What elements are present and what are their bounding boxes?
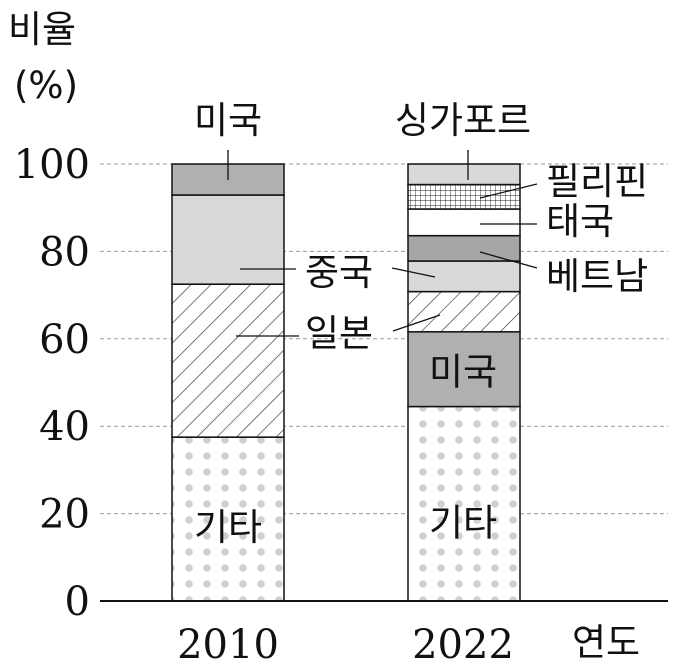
bar-segment — [407, 183, 521, 210]
bar-segment-label: 미국 — [429, 351, 497, 394]
bar-segment — [407, 163, 521, 186]
y-tick-label: 0 — [65, 579, 90, 625]
bar-segment-label: 기타 — [194, 506, 262, 549]
x-tick-2010: 2010 — [177, 622, 279, 668]
leader-line — [479, 183, 538, 199]
bar-segment — [171, 436, 285, 602]
bar-segment — [171, 283, 285, 438]
y-axis-label-line1: 비율 — [8, 8, 76, 51]
bar-segment — [407, 260, 521, 293]
y-tick-label: 40 — [39, 404, 90, 450]
bar-segment — [407, 290, 521, 333]
bars — [171, 163, 521, 602]
callout-label: 필리핀 — [546, 160, 648, 203]
y-tick-label: 20 — [39, 492, 90, 538]
callout-label: 태국 — [546, 200, 614, 243]
leader-line — [391, 267, 436, 278]
y-tick-label: 60 — [39, 317, 90, 363]
callout-label: 싱가포르 — [395, 99, 531, 142]
callout-label: 베트남 — [546, 255, 648, 298]
y-axis-label-line2: (%) — [14, 64, 78, 107]
bar-segment — [407, 234, 521, 262]
y-tick-label: 80 — [39, 229, 90, 275]
callout-label: 일본 — [305, 312, 373, 355]
y-tick-label: 100 — [14, 142, 90, 188]
x-axis-label: 연도 — [572, 621, 640, 664]
leader-line — [392, 314, 441, 332]
callout-label: 미국 — [194, 99, 262, 142]
bar-segment — [407, 208, 521, 237]
leader-line — [479, 251, 538, 269]
callout-label: 중국 — [305, 251, 373, 294]
y-tick-labels: 0 20 40 60 80 100 — [14, 142, 90, 625]
callout-leaders — [227, 150, 538, 337]
bar-segment-label: 기타 — [429, 502, 497, 545]
x-tick-2022: 2022 — [412, 622, 514, 668]
bar-segment — [171, 194, 285, 285]
